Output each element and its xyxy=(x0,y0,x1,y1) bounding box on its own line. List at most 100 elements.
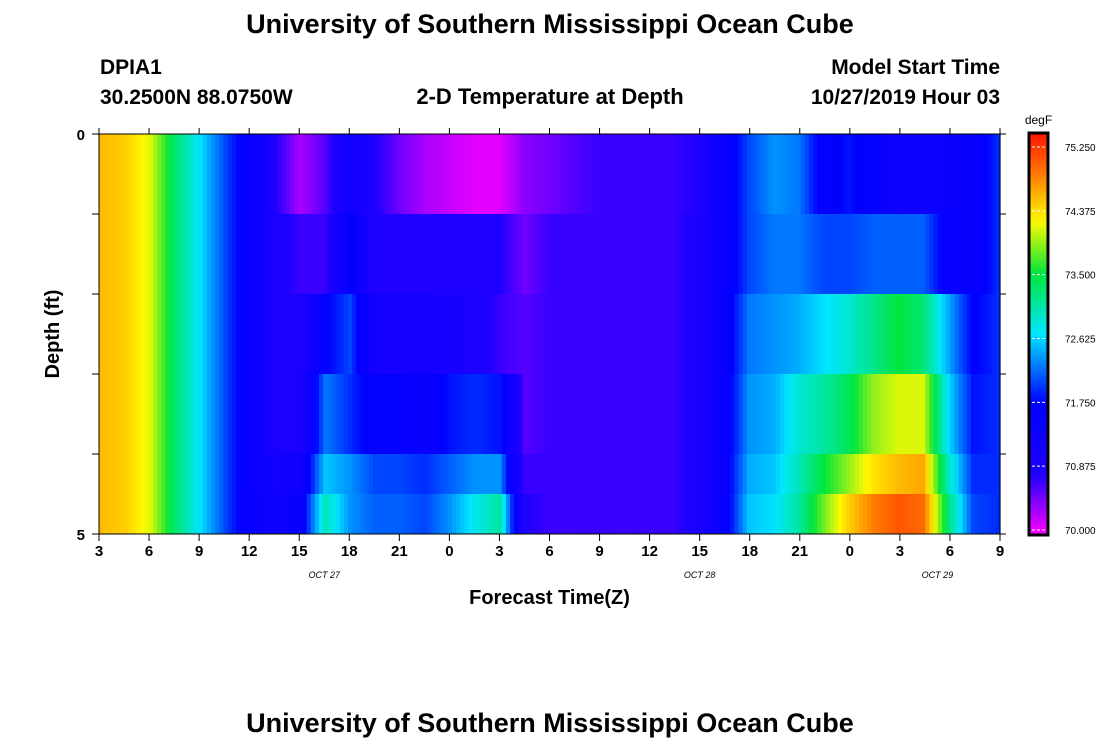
heatmap-cell xyxy=(767,454,773,495)
heatmap-cell xyxy=(534,494,540,535)
heatmap-cell xyxy=(609,454,615,495)
heatmap-cell xyxy=(584,134,590,215)
heatmap-cell xyxy=(360,294,366,375)
heatmap-cell xyxy=(165,214,171,295)
heatmap-cell xyxy=(115,454,121,495)
heatmap-cell xyxy=(514,214,519,295)
heatmap-cell xyxy=(497,294,503,375)
heatmap-cell xyxy=(638,214,644,295)
heatmap-cell xyxy=(289,134,295,215)
heatmap-cell xyxy=(277,134,283,215)
heatmap-cell xyxy=(501,294,507,375)
heatmap-cell xyxy=(572,374,578,455)
heatmap-cell xyxy=(630,374,636,455)
heatmap-cell xyxy=(476,454,482,495)
heatmap-cell xyxy=(123,134,129,215)
heatmap-cell xyxy=(107,454,113,495)
heatmap-cell xyxy=(551,374,557,455)
heatmap-cell xyxy=(385,294,391,375)
colorbar-units: degF xyxy=(1025,113,1052,127)
heatmap-cell xyxy=(406,374,412,455)
heatmap-cell xyxy=(721,294,727,375)
heatmap-cell xyxy=(439,214,445,295)
heatmap-cell xyxy=(281,214,287,295)
heatmap-cell xyxy=(522,294,528,375)
heatmap-cell xyxy=(858,374,864,455)
heatmap-cell xyxy=(373,214,378,295)
heatmap-cell xyxy=(954,494,960,535)
heatmap-cell xyxy=(339,214,345,295)
heatmap-cell xyxy=(692,134,698,215)
heatmap-cell xyxy=(310,494,316,535)
heatmap-cell xyxy=(892,134,897,215)
heatmap-cell xyxy=(630,134,636,215)
heatmap-cell xyxy=(584,294,590,375)
heatmap-cell xyxy=(331,454,337,495)
heatmap-cell xyxy=(335,374,341,455)
heatmap-cell xyxy=(979,494,984,535)
heatmap-cell xyxy=(323,294,328,375)
heatmap-cell xyxy=(397,214,403,295)
heatmap-cell xyxy=(809,494,814,535)
heatmap-cell xyxy=(867,494,872,535)
heatmap-cell xyxy=(983,454,989,495)
heatmap-cell xyxy=(821,374,827,455)
heatmap-cell xyxy=(825,214,831,295)
heatmap-cell xyxy=(522,494,528,535)
colorbar-tick-label: 75.250 xyxy=(1065,143,1096,154)
heatmap-cell xyxy=(655,294,661,375)
x-tick-label: 3 xyxy=(495,543,503,560)
heatmap-cell xyxy=(879,374,885,455)
heatmap-cell xyxy=(896,294,901,375)
heatmap-cell xyxy=(152,374,158,455)
heatmap-cell xyxy=(622,214,627,295)
heatmap-cell xyxy=(979,294,984,375)
heatmap-cell xyxy=(813,374,818,455)
heatmap-cell xyxy=(784,454,789,495)
heatmap-cell xyxy=(364,214,370,295)
heatmap-cell xyxy=(746,134,752,215)
heatmap-cell xyxy=(688,214,694,295)
heatmap-cell xyxy=(817,374,823,455)
heatmap-cell xyxy=(298,294,304,375)
heatmap-cell xyxy=(381,374,387,455)
heatmap-cell xyxy=(717,494,723,535)
heatmap-cell xyxy=(970,294,976,375)
heatmap-cell xyxy=(256,214,262,295)
heatmap-cell xyxy=(422,454,428,495)
heatmap-cell xyxy=(800,214,806,295)
heatmap-cell xyxy=(771,374,777,455)
heatmap-cell xyxy=(887,454,893,495)
heatmap-cell xyxy=(651,294,656,375)
heatmap-cell xyxy=(763,134,769,215)
heatmap-cell xyxy=(651,494,656,535)
heatmap-cell xyxy=(294,454,299,495)
heatmap-cell xyxy=(451,454,457,495)
heatmap-cell xyxy=(418,214,424,295)
heatmap-cell xyxy=(921,134,926,215)
heatmap-cell xyxy=(418,294,424,375)
heatmap-cell xyxy=(406,454,412,495)
heatmap-cell xyxy=(887,374,893,455)
heatmap-cell xyxy=(634,494,640,535)
heatmap-cell xyxy=(323,134,328,215)
heatmap-cell xyxy=(501,134,507,215)
heatmap-cell xyxy=(456,214,461,295)
heatmap-cell xyxy=(838,494,843,535)
heatmap-cell xyxy=(152,294,158,375)
heatmap-cell xyxy=(962,454,968,495)
heatmap-cell xyxy=(522,214,528,295)
heatmap-cell xyxy=(123,494,129,535)
heatmap-cell xyxy=(962,494,968,535)
heatmap-cell xyxy=(451,294,457,375)
heatmap-cell xyxy=(206,134,212,215)
heatmap-cell xyxy=(771,214,777,295)
heatmap-cell xyxy=(144,214,150,295)
heatmap-cell xyxy=(314,134,320,215)
heatmap-cell xyxy=(480,134,486,215)
heatmap-cell xyxy=(804,454,810,495)
heatmap-cell xyxy=(439,494,445,535)
heatmap-cell xyxy=(771,294,777,375)
heatmap-cell xyxy=(169,134,175,215)
heatmap-cell xyxy=(559,494,565,535)
